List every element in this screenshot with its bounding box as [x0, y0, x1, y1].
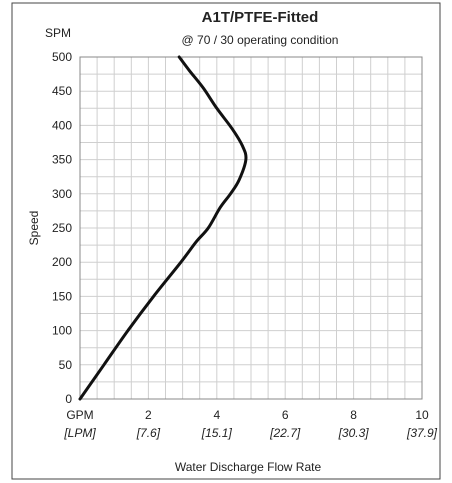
- chart-subtitle: @ 70 / 30 operating condition: [182, 33, 339, 47]
- series-line: [78, 55, 248, 401]
- x-tick-label: 2: [145, 408, 152, 422]
- y-tick-label: 400: [52, 118, 72, 132]
- x-tick-secondary-label: [15.1]: [201, 426, 233, 440]
- y-tick-labels: 0 50 100 150 200 250 300 350 400 450 500: [52, 50, 72, 406]
- x-tick-secondary-label: [22.7]: [269, 426, 301, 440]
- y-tick-label: 300: [52, 187, 72, 201]
- y-tick-label: 100: [52, 324, 72, 338]
- y-tick-label: 350: [52, 153, 72, 167]
- x-tick-labels: 2 [7.6] 4 [15.1] 6 [22.7] 8 [30.3] 10 [37.9]: [136, 408, 438, 440]
- y-axis-label: Speed: [27, 211, 41, 246]
- y-tick-label: 0: [65, 392, 72, 406]
- x-tick-secondary-label: [37.9]: [406, 426, 438, 440]
- x-tick-secondary-label: [7.6]: [136, 426, 161, 440]
- chart-frame: [11, 2, 441, 480]
- plot-border: [79, 56, 423, 400]
- y-tick-label: 500: [52, 50, 72, 64]
- x-tick-label: 6: [282, 408, 289, 422]
- y-tick-label: 150: [52, 289, 72, 303]
- y-tick-label: 200: [52, 255, 72, 269]
- y-tick-label: 50: [59, 358, 73, 372]
- chart-title: A1T/PTFE-Fitted: [202, 9, 319, 26]
- x-axis-label: Water Discharge Flow Rate: [175, 460, 322, 474]
- x-tick-label: 10: [415, 408, 429, 422]
- x-tick-label: 8: [350, 408, 357, 422]
- x-tick-secondary-label: [30.3]: [338, 426, 370, 440]
- grid: [80, 57, 422, 399]
- y-unit-label: SPM: [45, 26, 71, 40]
- x-secondary-unit-label: [LPM]: [63, 426, 96, 440]
- y-tick-label: 450: [52, 84, 72, 98]
- y-tick-label: 250: [52, 221, 72, 235]
- x-tick-label: 4: [213, 408, 220, 422]
- x-unit-label: GPM: [66, 408, 93, 422]
- series-group: [78, 55, 248, 401]
